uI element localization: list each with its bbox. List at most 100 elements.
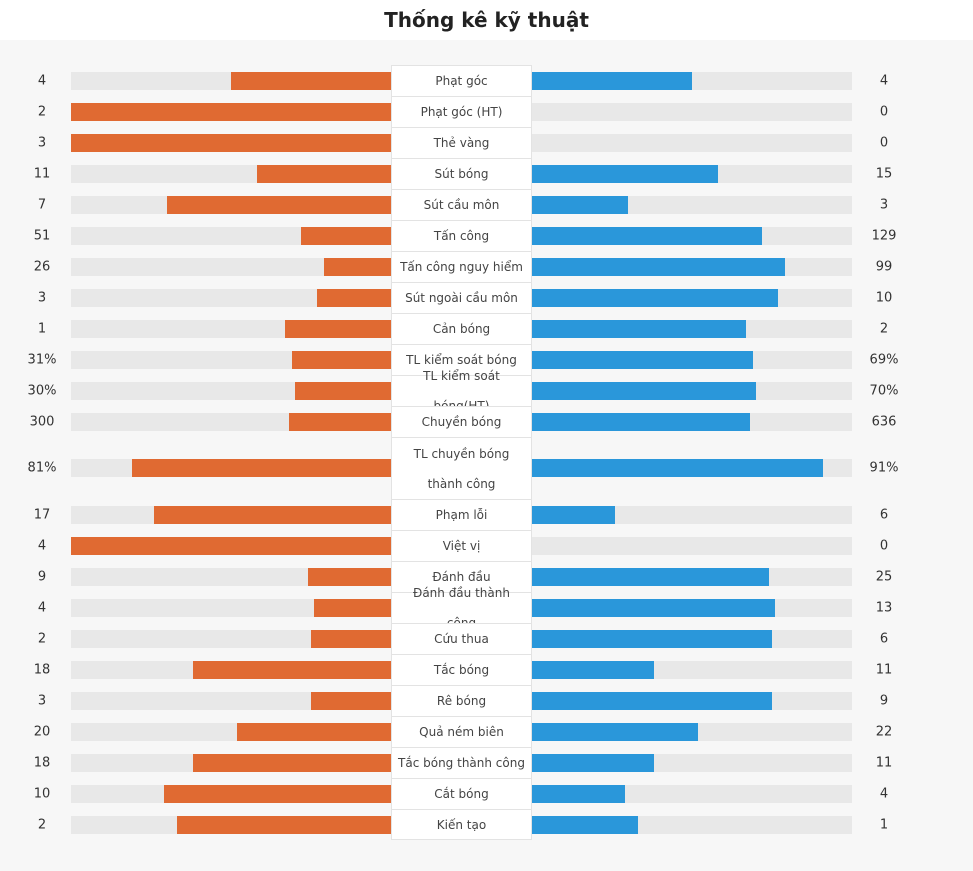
stat-label: Thẻ vàng — [391, 127, 532, 158]
stat-label: TL chuyền bóng thành công — [391, 437, 532, 499]
home-value: 26 — [33, 259, 51, 274]
home-value: 9 — [37, 569, 47, 584]
away-value: 13 — [875, 600, 893, 615]
away-bar-track — [532, 536, 852, 555]
stat-label: Tấn công — [391, 220, 532, 251]
away-bar — [532, 164, 718, 183]
away-bar-track — [532, 722, 852, 741]
home-value: 51 — [33, 228, 51, 243]
away-value: 10 — [875, 290, 893, 305]
away-bar-track — [532, 319, 852, 338]
home-bar — [231, 71, 391, 90]
stat-label: TL kiểm soát bóng — [391, 344, 532, 375]
home-bar — [71, 133, 391, 152]
home-value: 3 — [37, 693, 47, 708]
away-bar — [532, 257, 785, 276]
home-bar-track — [71, 459, 391, 477]
away-bar-track — [532, 226, 852, 245]
home-bar-track — [71, 288, 391, 307]
away-value: 0 — [879, 135, 889, 150]
away-value: 4 — [879, 73, 889, 88]
home-bar-track — [71, 102, 391, 121]
stat-row: 26 Tấn công nguy hiểm 99 — [0, 251, 973, 282]
stat-row: 11 Sút bóng 15 — [0, 158, 973, 189]
away-value: 99 — [875, 259, 893, 274]
away-bar-track — [532, 102, 852, 121]
stat-row: 4 Phạt góc 4 — [0, 65, 973, 96]
stat-row: 9 Đánh đầu 25 — [0, 561, 973, 592]
away-bar — [532, 350, 753, 369]
away-bar-track — [532, 629, 852, 648]
home-bar — [285, 319, 391, 338]
home-bar-track — [71, 660, 391, 679]
home-bar-track — [71, 598, 391, 617]
stat-label: Chuyền bóng — [391, 406, 532, 437]
away-bar-track — [532, 598, 852, 617]
stat-label: Quả ném biên — [391, 716, 532, 747]
home-bar — [71, 536, 391, 555]
home-value: 300 — [29, 414, 55, 429]
stat-label: Sút bóng — [391, 158, 532, 189]
home-bar-track — [71, 722, 391, 741]
away-bar-track — [532, 753, 852, 772]
stat-label: Sút cầu môn — [391, 189, 532, 220]
away-value: 25 — [875, 569, 893, 584]
home-bar — [193, 753, 391, 772]
away-value: 11 — [875, 755, 893, 770]
stat-label: Việt vị — [391, 530, 532, 561]
away-bar — [532, 660, 654, 679]
away-value: 2 — [879, 321, 889, 336]
stat-label: Cứu thua — [391, 623, 532, 654]
home-value: 1 — [37, 321, 47, 336]
home-value: 2 — [37, 104, 47, 119]
home-bar-track — [71, 164, 391, 183]
away-bar-track — [532, 567, 852, 586]
away-bar — [532, 784, 625, 803]
away-bar — [532, 195, 628, 214]
away-value: 11 — [875, 662, 893, 677]
away-bar — [532, 815, 638, 834]
away-value: 3 — [879, 197, 889, 212]
away-bar-track — [532, 133, 852, 152]
away-bar — [532, 412, 750, 431]
stat-row: 3 Sút ngoài cầu môn 10 — [0, 282, 973, 313]
stat-row: 51 Tấn công 129 — [0, 220, 973, 251]
home-bar-track — [71, 753, 391, 772]
away-bar — [532, 381, 756, 400]
away-bar-track — [532, 381, 852, 400]
stat-label: Phạm lỗi — [391, 499, 532, 530]
away-bar-track — [532, 164, 852, 183]
home-value: 10 — [33, 786, 51, 801]
away-bar-track — [532, 350, 852, 369]
stat-row: 30% TL kiểm soát bóng(HT) 70% — [0, 369, 973, 413]
stat-row: 4 Đánh đầu thành công 13 — [0, 586, 973, 630]
stat-label: Phạt góc (HT) — [391, 96, 532, 127]
away-value: 129 — [871, 228, 897, 243]
home-bar — [317, 288, 391, 307]
away-value: 70% — [869, 383, 899, 398]
home-value: 30% — [27, 383, 57, 398]
stat-row: 300 Chuyền bóng 636 — [0, 406, 973, 437]
home-value: 4 — [37, 73, 47, 88]
home-bar — [257, 164, 391, 183]
home-value: 11 — [33, 166, 51, 181]
stat-row: 20 Quả ném biên 22 — [0, 716, 973, 747]
home-value: 7 — [37, 197, 47, 212]
home-bar-track — [71, 629, 391, 648]
home-bar-track — [71, 133, 391, 152]
stat-row: 3 Thẻ vàng 0 — [0, 127, 973, 158]
away-value: 6 — [879, 507, 889, 522]
away-bar — [532, 629, 772, 648]
stat-label: Cản bóng — [391, 313, 532, 344]
home-bar-track — [71, 815, 391, 834]
away-bar-track — [532, 459, 852, 477]
home-bar — [177, 815, 391, 834]
stat-label: TL kiểm soát bóng(HT) — [391, 369, 532, 413]
home-bar-track — [71, 350, 391, 369]
away-value: 15 — [875, 166, 893, 181]
stat-label: Cắt bóng — [391, 778, 532, 809]
away-bar — [532, 288, 778, 307]
home-value: 2 — [37, 817, 47, 832]
away-value: 0 — [879, 538, 889, 553]
stat-label: Đánh đầu — [391, 561, 532, 592]
